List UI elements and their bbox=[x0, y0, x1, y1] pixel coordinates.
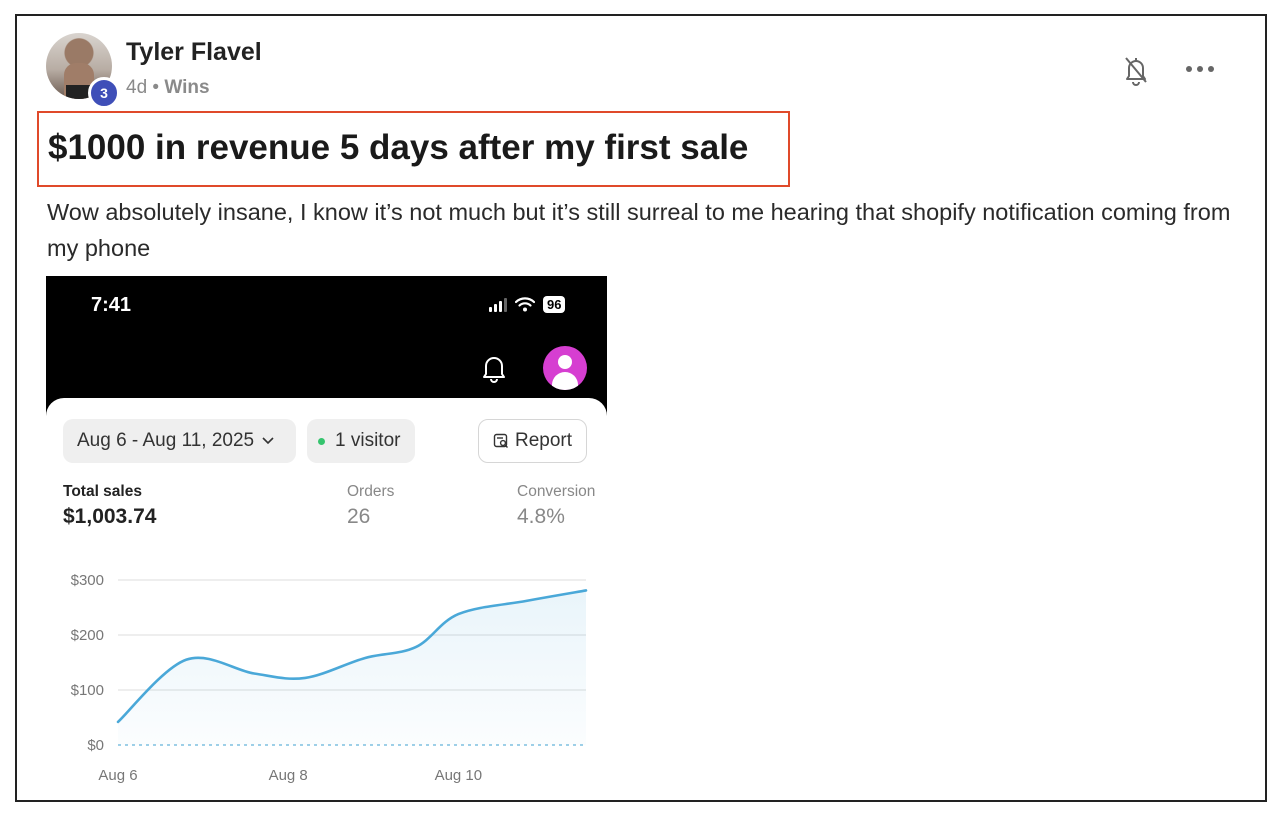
bell-off-icon bbox=[1125, 57, 1147, 86]
more-options-button[interactable] bbox=[1180, 52, 1220, 86]
notification-toggle-button[interactable] bbox=[1118, 52, 1154, 88]
status-icons: 96 bbox=[489, 296, 566, 313]
metric-label: Orders bbox=[347, 483, 395, 500]
metric-label: Conversion bbox=[517, 483, 596, 500]
more-dots-icon bbox=[1208, 66, 1214, 72]
meta-separator: • bbox=[152, 77, 160, 98]
visitor-count: 1 visitor bbox=[335, 430, 401, 451]
author-name[interactable]: Tyler Flavel bbox=[126, 38, 262, 66]
metric-value: $1,003.74 bbox=[63, 505, 157, 528]
series-area bbox=[118, 590, 586, 745]
analytics-panel: Aug 6 - Aug 11, 2025 1 visitor Report To… bbox=[46, 398, 607, 796]
metric-value: 26 bbox=[347, 505, 371, 528]
report-label: Report bbox=[514, 430, 573, 451]
metric-orders[interactable]: Orders 26 bbox=[347, 483, 394, 529]
y-tick-label: $200 bbox=[71, 627, 104, 644]
bell-icon[interactable] bbox=[480, 353, 508, 383]
x-tick-label: Aug 6 bbox=[98, 767, 137, 784]
y-tick-label: $300 bbox=[71, 572, 104, 589]
post-meta: 4d • Wins bbox=[126, 77, 210, 99]
chevron-down-icon bbox=[262, 437, 274, 445]
live-visitors-chip[interactable]: 1 visitor bbox=[307, 419, 415, 463]
report-icon bbox=[493, 433, 508, 448]
signal-icon bbox=[489, 297, 507, 312]
sales-chart: $0 $100 $200 $300 Aug 6 Aug 8 Aug 10 bbox=[71, 572, 588, 784]
attached-screenshot[interactable]: 7:41 96 Aug 6 - Aug 11, 2025 1 visitor bbox=[46, 276, 607, 796]
metric-label: Total sales bbox=[63, 483, 142, 500]
metric-total-sales[interactable]: Total sales $1,003.74 bbox=[63, 483, 156, 529]
x-tick-label: Aug 10 bbox=[435, 767, 483, 784]
avatar-figure-shorts bbox=[66, 85, 92, 99]
user-icon bbox=[558, 355, 572, 369]
report-button[interactable]: Report bbox=[478, 419, 587, 463]
title-highlight bbox=[37, 111, 790, 187]
date-range-selector[interactable]: Aug 6 - Aug 11, 2025 bbox=[63, 419, 296, 463]
battery-indicator: 96 bbox=[543, 296, 566, 313]
post-body: Wow absolutely insane, I know it’s not m… bbox=[47, 199, 1231, 261]
wifi-icon bbox=[515, 297, 535, 312]
post-category[interactable]: Wins bbox=[164, 77, 210, 98]
metric-value: 4.8% bbox=[517, 505, 565, 528]
y-tick-label: $0 bbox=[87, 737, 104, 754]
more-dots-icon bbox=[1197, 66, 1203, 72]
level-badge: 3 bbox=[88, 77, 120, 109]
status-time: 7:41 bbox=[91, 294, 132, 316]
post-age: 4d bbox=[126, 77, 148, 98]
x-tick-label: Aug 8 bbox=[269, 767, 308, 784]
y-tick-label: $100 bbox=[71, 682, 104, 699]
user-icon-body bbox=[552, 372, 578, 390]
more-dots-icon bbox=[1186, 66, 1192, 72]
series-line bbox=[116, 589, 588, 724]
profile-avatar[interactable] bbox=[543, 346, 587, 390]
post-title[interactable]: $1000 in revenue 5 days after my first s… bbox=[48, 128, 749, 167]
date-range-label: Aug 6 - Aug 11, 2025 bbox=[77, 430, 255, 451]
metric-conversion[interactable]: Conversion 4.8% bbox=[517, 483, 595, 529]
live-dot-icon bbox=[318, 437, 325, 445]
